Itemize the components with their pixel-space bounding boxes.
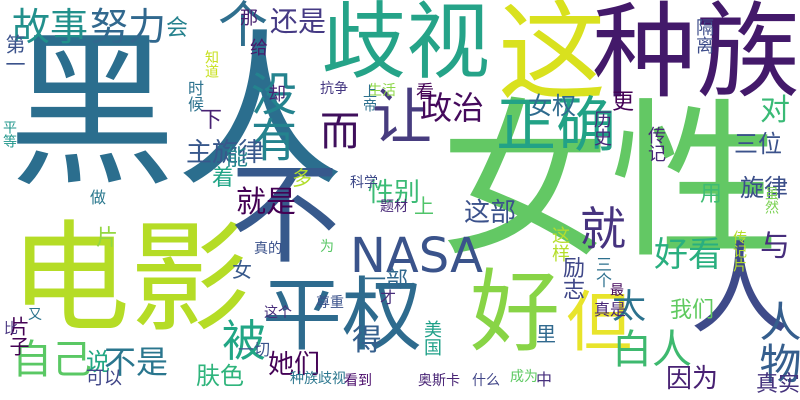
word-cloud-word: 一部 bbox=[364, 268, 409, 293]
word-cloud-word: 对 bbox=[760, 93, 790, 128]
word-cloud-word: 生活 bbox=[368, 83, 396, 99]
word-cloud-word: 黑人 bbox=[8, 14, 344, 210]
word-cloud-word: 虽然 bbox=[763, 186, 779, 214]
word-cloud-word: 旋律 bbox=[740, 174, 788, 202]
word-cloud-word: 奥斯卡 bbox=[418, 373, 460, 389]
word-cloud-word: 好 bbox=[470, 260, 560, 365]
word-cloud-word: 女 bbox=[232, 258, 252, 282]
word-cloud-word: 太 bbox=[612, 287, 646, 327]
word-cloud-word: 时候 bbox=[185, 80, 204, 112]
word-cloud-word: 那 bbox=[240, 8, 258, 29]
word-cloud-word: 多 bbox=[292, 166, 312, 190]
word-cloud-word: 就 bbox=[580, 202, 626, 256]
word-cloud-word: 平权 bbox=[262, 269, 422, 362]
word-cloud-word: 又 bbox=[28, 307, 42, 323]
word-cloud-word: 成为 bbox=[510, 369, 538, 385]
word-cloud-word: 与 bbox=[760, 229, 790, 264]
word-cloud-word: 自己 bbox=[12, 337, 92, 383]
word-cloud-word: 第一 bbox=[2, 34, 26, 74]
word-cloud-word: 故事 bbox=[12, 5, 89, 49]
word-cloud-word: 用 bbox=[700, 182, 723, 207]
word-cloud-word: 女权 bbox=[528, 92, 576, 120]
word-cloud-word: 这 bbox=[498, 0, 607, 116]
word-cloud-word: 个 bbox=[218, 0, 268, 54]
word-cloud-word: 什么 bbox=[472, 373, 500, 389]
word-cloud-word: 歧视 bbox=[322, 0, 491, 91]
word-cloud-word: 努力 bbox=[90, 5, 167, 49]
word-cloud-word: 还是 bbox=[270, 5, 327, 38]
word-cloud-word: 好看 bbox=[654, 235, 722, 275]
word-cloud-word: 才 bbox=[380, 288, 397, 307]
word-cloud-word: 隔离 bbox=[693, 18, 714, 54]
word-cloud-word: 片子 bbox=[6, 316, 30, 356]
word-cloud-word: 没有 bbox=[244, 70, 298, 162]
word-cloud-word: 三个 bbox=[593, 256, 612, 288]
word-cloud-word: 知道 bbox=[203, 50, 219, 78]
word-cloud-word: 题材 bbox=[380, 199, 408, 215]
word-cloud-word: NASA bbox=[350, 228, 483, 284]
word-cloud-word: 最 bbox=[610, 283, 624, 299]
word-cloud-word: 历史 bbox=[591, 110, 612, 146]
word-cloud-word: 她们 bbox=[268, 350, 321, 380]
word-cloud-word: 电影 bbox=[10, 210, 250, 349]
word-cloud-word: 尊重 bbox=[316, 295, 344, 311]
word-cloud-word: 因为 bbox=[666, 364, 719, 394]
word-cloud-word: 性别 bbox=[368, 178, 421, 208]
word-cloud-word: 肤色 bbox=[196, 362, 244, 390]
word-cloud-word: 我们 bbox=[670, 298, 715, 323]
word-cloud-word: 上帝 bbox=[361, 84, 377, 112]
word-cloud-word: 里 bbox=[536, 322, 556, 346]
word-cloud-word: 美国 bbox=[421, 320, 442, 356]
word-cloud-word: 看到 bbox=[344, 373, 372, 389]
word-cloud-word: 可以 bbox=[86, 368, 122, 389]
word-cloud-word: 种族 bbox=[591, 0, 800, 113]
word-cloud-word: 正确 bbox=[496, 91, 616, 161]
word-cloud-word: 说 bbox=[86, 348, 110, 376]
word-cloud-word: 着 bbox=[212, 166, 235, 191]
word-cloud-word: 下 bbox=[200, 108, 223, 133]
word-cloud-word: 为 bbox=[320, 239, 334, 255]
word-cloud-word: 让 bbox=[372, 83, 432, 153]
word-cloud-word: 这个 bbox=[264, 305, 292, 321]
word-cloud-word: 政治 bbox=[420, 89, 485, 127]
word-cloud-word: 而 bbox=[320, 109, 360, 155]
word-cloud-word: 白人 bbox=[612, 327, 692, 373]
word-cloud-word: 给 bbox=[247, 38, 268, 56]
word-cloud-word: 这样 bbox=[549, 226, 570, 262]
word-cloud-word: 比 bbox=[4, 321, 18, 337]
word-cloud-word: 传记片 bbox=[731, 230, 747, 272]
word-cloud-word: 种族歧视 bbox=[290, 371, 346, 387]
word-cloud-word: 会 bbox=[166, 16, 189, 41]
word-cloud-word: 能 bbox=[226, 146, 249, 171]
word-cloud-word: 科学 bbox=[350, 175, 378, 191]
word-cloud-word: 就是 bbox=[236, 185, 296, 220]
word-cloud-word: 得 bbox=[352, 323, 382, 358]
word-cloud-word: 一切 bbox=[238, 340, 271, 359]
word-cloud-word: 真实 bbox=[755, 372, 800, 397]
word-cloud-word: 不是 bbox=[104, 343, 169, 381]
word-cloud-word: 抗争 bbox=[320, 81, 348, 97]
word-cloud-word: 人物 bbox=[753, 300, 800, 384]
word-cloud-word: 女性 bbox=[440, 84, 781, 282]
word-cloud-word: 人 bbox=[690, 231, 790, 348]
word-cloud-word: 看 bbox=[413, 82, 434, 100]
word-cloud-word: 但 bbox=[566, 284, 632, 361]
word-cloud-word: 片 bbox=[96, 226, 119, 251]
word-cloud-word: 真的 bbox=[254, 241, 282, 257]
word-cloud-word: 励志 bbox=[559, 256, 584, 300]
word-cloud-word: 被 bbox=[222, 316, 266, 367]
word-cloud-word: 主旋律 bbox=[186, 138, 265, 168]
word-cloud-word: 更 bbox=[612, 90, 635, 115]
word-cloud-word: 却 bbox=[265, 84, 286, 102]
word-cloud-word: 这部 bbox=[464, 198, 517, 228]
word-cloud-word: 真是 bbox=[594, 300, 627, 319]
word-cloud-word: 上 bbox=[414, 194, 434, 218]
word-cloud-word: 不 bbox=[230, 151, 340, 279]
word-cloud-word: 三位 bbox=[734, 130, 782, 158]
word-cloud-word: 平等 bbox=[1, 120, 17, 148]
word-cloud-word: 中 bbox=[536, 370, 553, 389]
word-cloud-word: 传记 bbox=[645, 126, 666, 162]
word-cloud-word: 做 bbox=[90, 188, 107, 207]
